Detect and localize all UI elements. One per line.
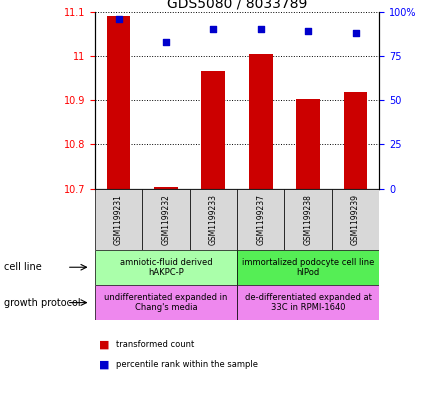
Point xyxy=(115,16,122,22)
Bar xyxy=(249,54,272,189)
Point xyxy=(162,39,169,45)
Text: amniotic-fluid derived
hAKPC-P: amniotic-fluid derived hAKPC-P xyxy=(120,257,212,277)
Bar xyxy=(201,71,225,189)
FancyBboxPatch shape xyxy=(331,189,378,250)
FancyBboxPatch shape xyxy=(95,189,142,250)
Bar xyxy=(296,99,319,189)
FancyBboxPatch shape xyxy=(95,285,237,320)
Text: ■: ■ xyxy=(99,340,109,350)
Point xyxy=(351,30,358,36)
Text: GSM1199232: GSM1199232 xyxy=(161,194,170,244)
Text: ■: ■ xyxy=(99,360,109,369)
Bar xyxy=(107,16,130,189)
Text: immortalized podocyte cell line
hIPod: immortalized podocyte cell line hIPod xyxy=(241,257,374,277)
Point xyxy=(257,26,264,33)
Text: GSM1199237: GSM1199237 xyxy=(256,194,264,244)
FancyBboxPatch shape xyxy=(189,189,236,250)
FancyBboxPatch shape xyxy=(237,189,284,250)
FancyBboxPatch shape xyxy=(95,250,237,285)
Text: undifferentiated expanded in
Chang's media: undifferentiated expanded in Chang's med… xyxy=(104,293,227,312)
FancyBboxPatch shape xyxy=(142,189,189,250)
Text: GSM1199233: GSM1199233 xyxy=(209,194,217,244)
Bar xyxy=(343,92,366,189)
Point xyxy=(209,26,216,33)
Text: de-differentiated expanded at
33C in RPMI-1640: de-differentiated expanded at 33C in RPM… xyxy=(244,293,371,312)
Text: growth protocol: growth protocol xyxy=(4,298,81,308)
Bar xyxy=(154,187,177,189)
Text: percentile rank within the sample: percentile rank within the sample xyxy=(116,360,258,369)
Text: GSM1199239: GSM1199239 xyxy=(350,194,359,244)
FancyBboxPatch shape xyxy=(237,250,378,285)
Title: GDS5080 / 8033789: GDS5080 / 8033789 xyxy=(166,0,307,11)
FancyBboxPatch shape xyxy=(237,285,378,320)
Point xyxy=(304,28,311,34)
Text: GSM1199231: GSM1199231 xyxy=(114,194,123,244)
FancyBboxPatch shape xyxy=(284,189,331,250)
Text: GSM1199238: GSM1199238 xyxy=(303,194,312,244)
Text: transformed count: transformed count xyxy=(116,340,194,349)
Text: cell line: cell line xyxy=(4,262,42,272)
